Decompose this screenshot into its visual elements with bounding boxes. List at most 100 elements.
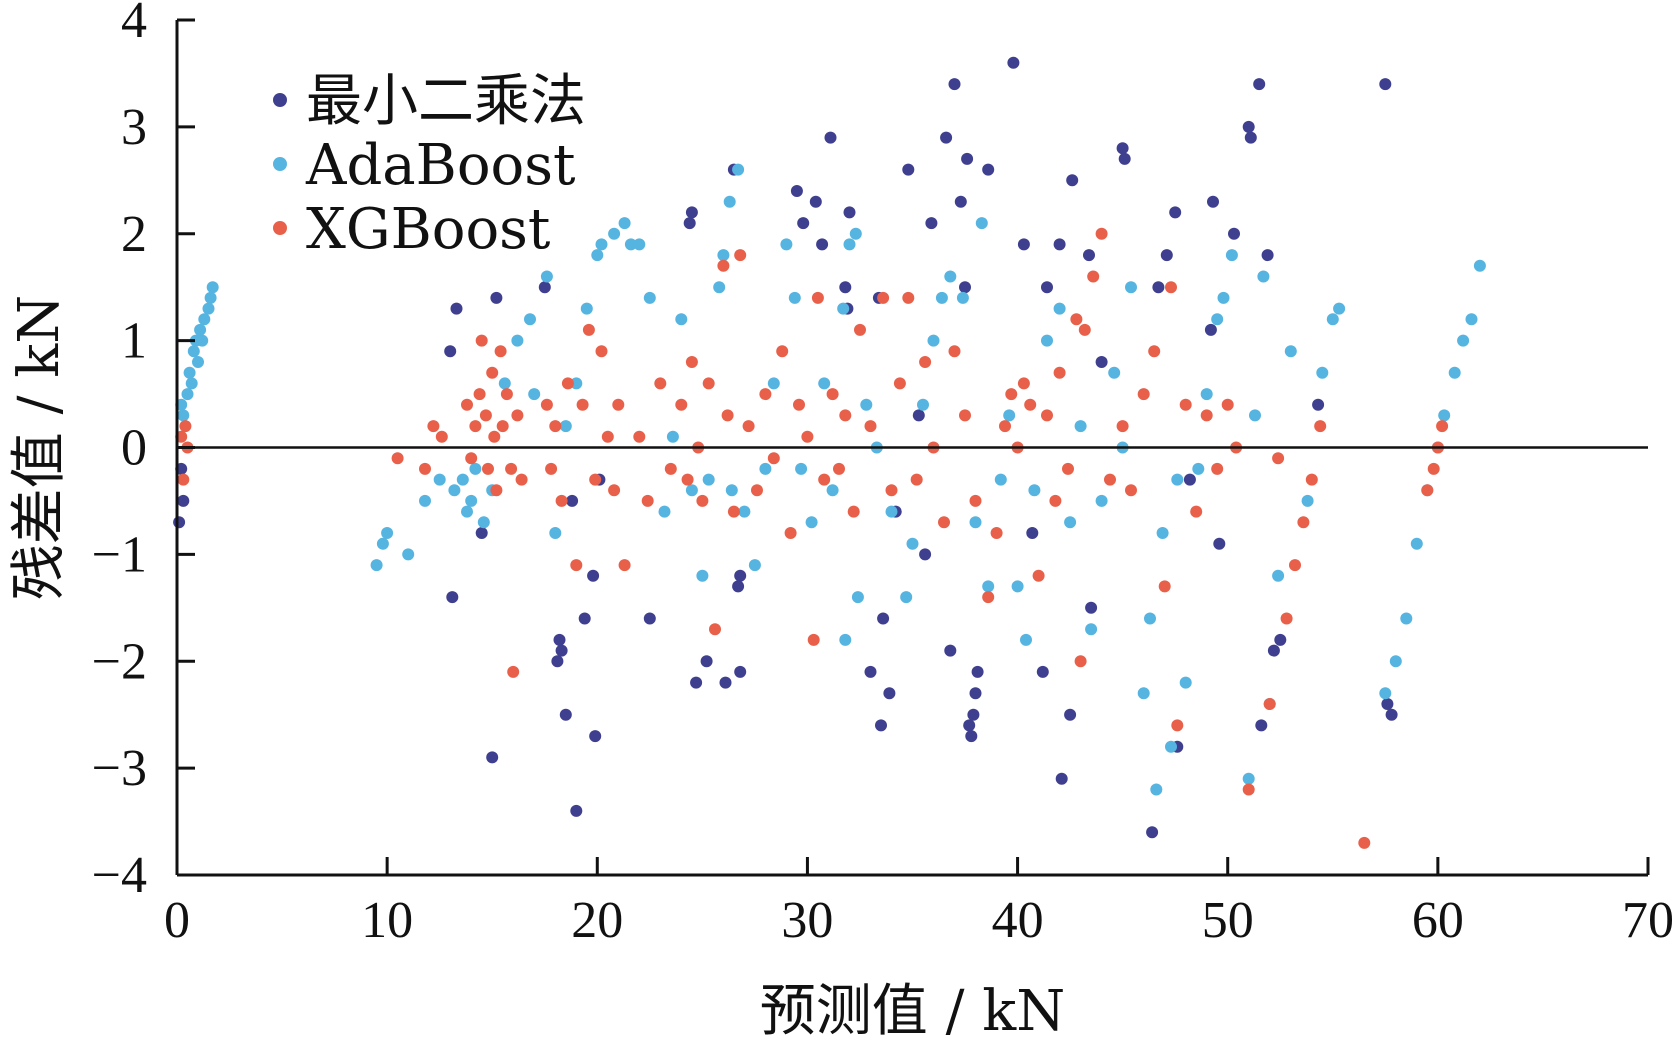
- point-series-1-64: [837, 302, 850, 315]
- point-series-0-24: [700, 655, 713, 668]
- point-series-2-50: [717, 259, 730, 272]
- point-series-2-18: [494, 345, 507, 358]
- point-series-0-89: [1267, 644, 1280, 657]
- point-series-0-73: [1118, 152, 1131, 165]
- point-series-2-33: [589, 473, 602, 486]
- point-series-2-26: [545, 462, 558, 475]
- point-series-1-103: [1192, 462, 1205, 475]
- point-series-1-77: [944, 270, 957, 283]
- point-series-1-108: [1242, 772, 1255, 785]
- point-series-2-123: [1427, 462, 1440, 475]
- point-series-2-108: [1190, 505, 1203, 518]
- x-tick-label-0: 0: [164, 892, 190, 949]
- point-series-1-127: [1465, 313, 1478, 326]
- x-axis-title: 预测值 / kN: [760, 979, 1065, 1043]
- point-series-1-72: [900, 591, 913, 604]
- point-series-0-84: [1242, 120, 1255, 133]
- point-series-0-60: [1007, 56, 1020, 69]
- point-series-1-40: [624, 238, 637, 251]
- point-series-2-101: [1125, 484, 1137, 497]
- y-tick-label-2: 2: [121, 206, 147, 263]
- point-series-2-6: [427, 420, 440, 433]
- point-series-2-125: [1436, 420, 1449, 433]
- point-series-2-113: [1242, 783, 1255, 796]
- point-series-0-13: [559, 708, 572, 721]
- point-series-1-34: [570, 377, 583, 390]
- point-series-0-85: [1244, 131, 1257, 144]
- point-series-2-25: [540, 398, 553, 411]
- point-series-1-9: [202, 302, 215, 315]
- point-series-2-36: [608, 484, 621, 497]
- point-series-2-85: [1005, 388, 1018, 401]
- point-series-1-57: [767, 377, 780, 390]
- point-series-2-98: [1095, 227, 1108, 240]
- point-series-0-86: [1253, 78, 1266, 91]
- point-series-1-13: [185, 377, 198, 390]
- point-series-1-37: [595, 238, 608, 251]
- point-series-2-42: [664, 462, 677, 475]
- point-series-2-43: [675, 398, 688, 411]
- point-series-2-107: [1179, 398, 1192, 411]
- point-series-1-115: [1316, 366, 1329, 379]
- point-series-1-101: [1171, 473, 1184, 486]
- legend-marker-0: [273, 93, 287, 107]
- y-axis-title: 残差值 / kN: [7, 295, 72, 600]
- point-series-2-80: [959, 409, 971, 422]
- point-series-2-9: [465, 452, 478, 465]
- y-tick-label-1: 3: [121, 99, 147, 156]
- point-series-1-114: [1301, 494, 1314, 507]
- point-series-1-48: [702, 473, 715, 486]
- point-series-1-97: [1144, 612, 1156, 625]
- point-series-1-49: [713, 281, 726, 294]
- point-series-1-110: [1257, 270, 1270, 283]
- point-series-2-121: [1358, 836, 1371, 849]
- point-series-0-64: [1041, 281, 1053, 294]
- point-series-1-0: [177, 409, 190, 422]
- point-series-2-82: [982, 591, 995, 604]
- point-series-1-54: [738, 505, 751, 518]
- point-series-1-51: [723, 195, 736, 208]
- point-series-1-71: [885, 505, 898, 518]
- point-series-0-7: [490, 291, 503, 304]
- point-series-1-56: [759, 462, 772, 475]
- point-series-1-98: [1150, 783, 1163, 796]
- point-series-2-67: [839, 409, 852, 422]
- point-series-0-5: [450, 302, 463, 315]
- point-series-2-57: [767, 452, 780, 465]
- legend-label-1: AdaBoost: [305, 133, 576, 198]
- point-series-1-59: [788, 291, 801, 304]
- x-tick-label-4: 40: [992, 892, 1044, 949]
- point-series-0-47: [925, 217, 938, 230]
- point-series-2-58: [776, 345, 789, 358]
- point-series-1-116: [1326, 313, 1339, 326]
- point-series-2-79: [948, 345, 961, 358]
- point-series-2-119: [1305, 473, 1318, 486]
- point-series-2-110: [1211, 462, 1224, 475]
- point-series-1-28: [511, 334, 524, 347]
- point-series-1-68: [851, 591, 864, 604]
- point-series-0-49: [944, 644, 957, 657]
- y-tick-label-4: 0: [121, 420, 147, 477]
- point-series-2-122: [1421, 484, 1434, 497]
- point-series-2-69: [854, 323, 866, 336]
- point-series-2-94: [1070, 313, 1083, 326]
- point-series-0-87: [1255, 719, 1268, 732]
- point-series-2-74: [902, 291, 915, 304]
- point-series-1-93: [1108, 366, 1121, 379]
- point-series-0-29: [734, 569, 747, 582]
- point-series-2-37: [612, 398, 625, 411]
- point-series-1-117: [1333, 302, 1346, 315]
- point-series-1-62: [818, 377, 831, 390]
- legend-label-0: 最小二乘法: [306, 69, 586, 134]
- point-series-2-39: [633, 430, 646, 443]
- point-series-2-34: [595, 345, 608, 358]
- point-series-0-79: [1183, 473, 1196, 486]
- point-series-1-106: [1217, 291, 1230, 304]
- point-series-0-18: [587, 569, 600, 582]
- point-series-1-69: [860, 398, 873, 411]
- point-series-0-4: [446, 591, 459, 604]
- point-series-2-72: [885, 484, 898, 497]
- point-series-0-92: [1379, 78, 1392, 91]
